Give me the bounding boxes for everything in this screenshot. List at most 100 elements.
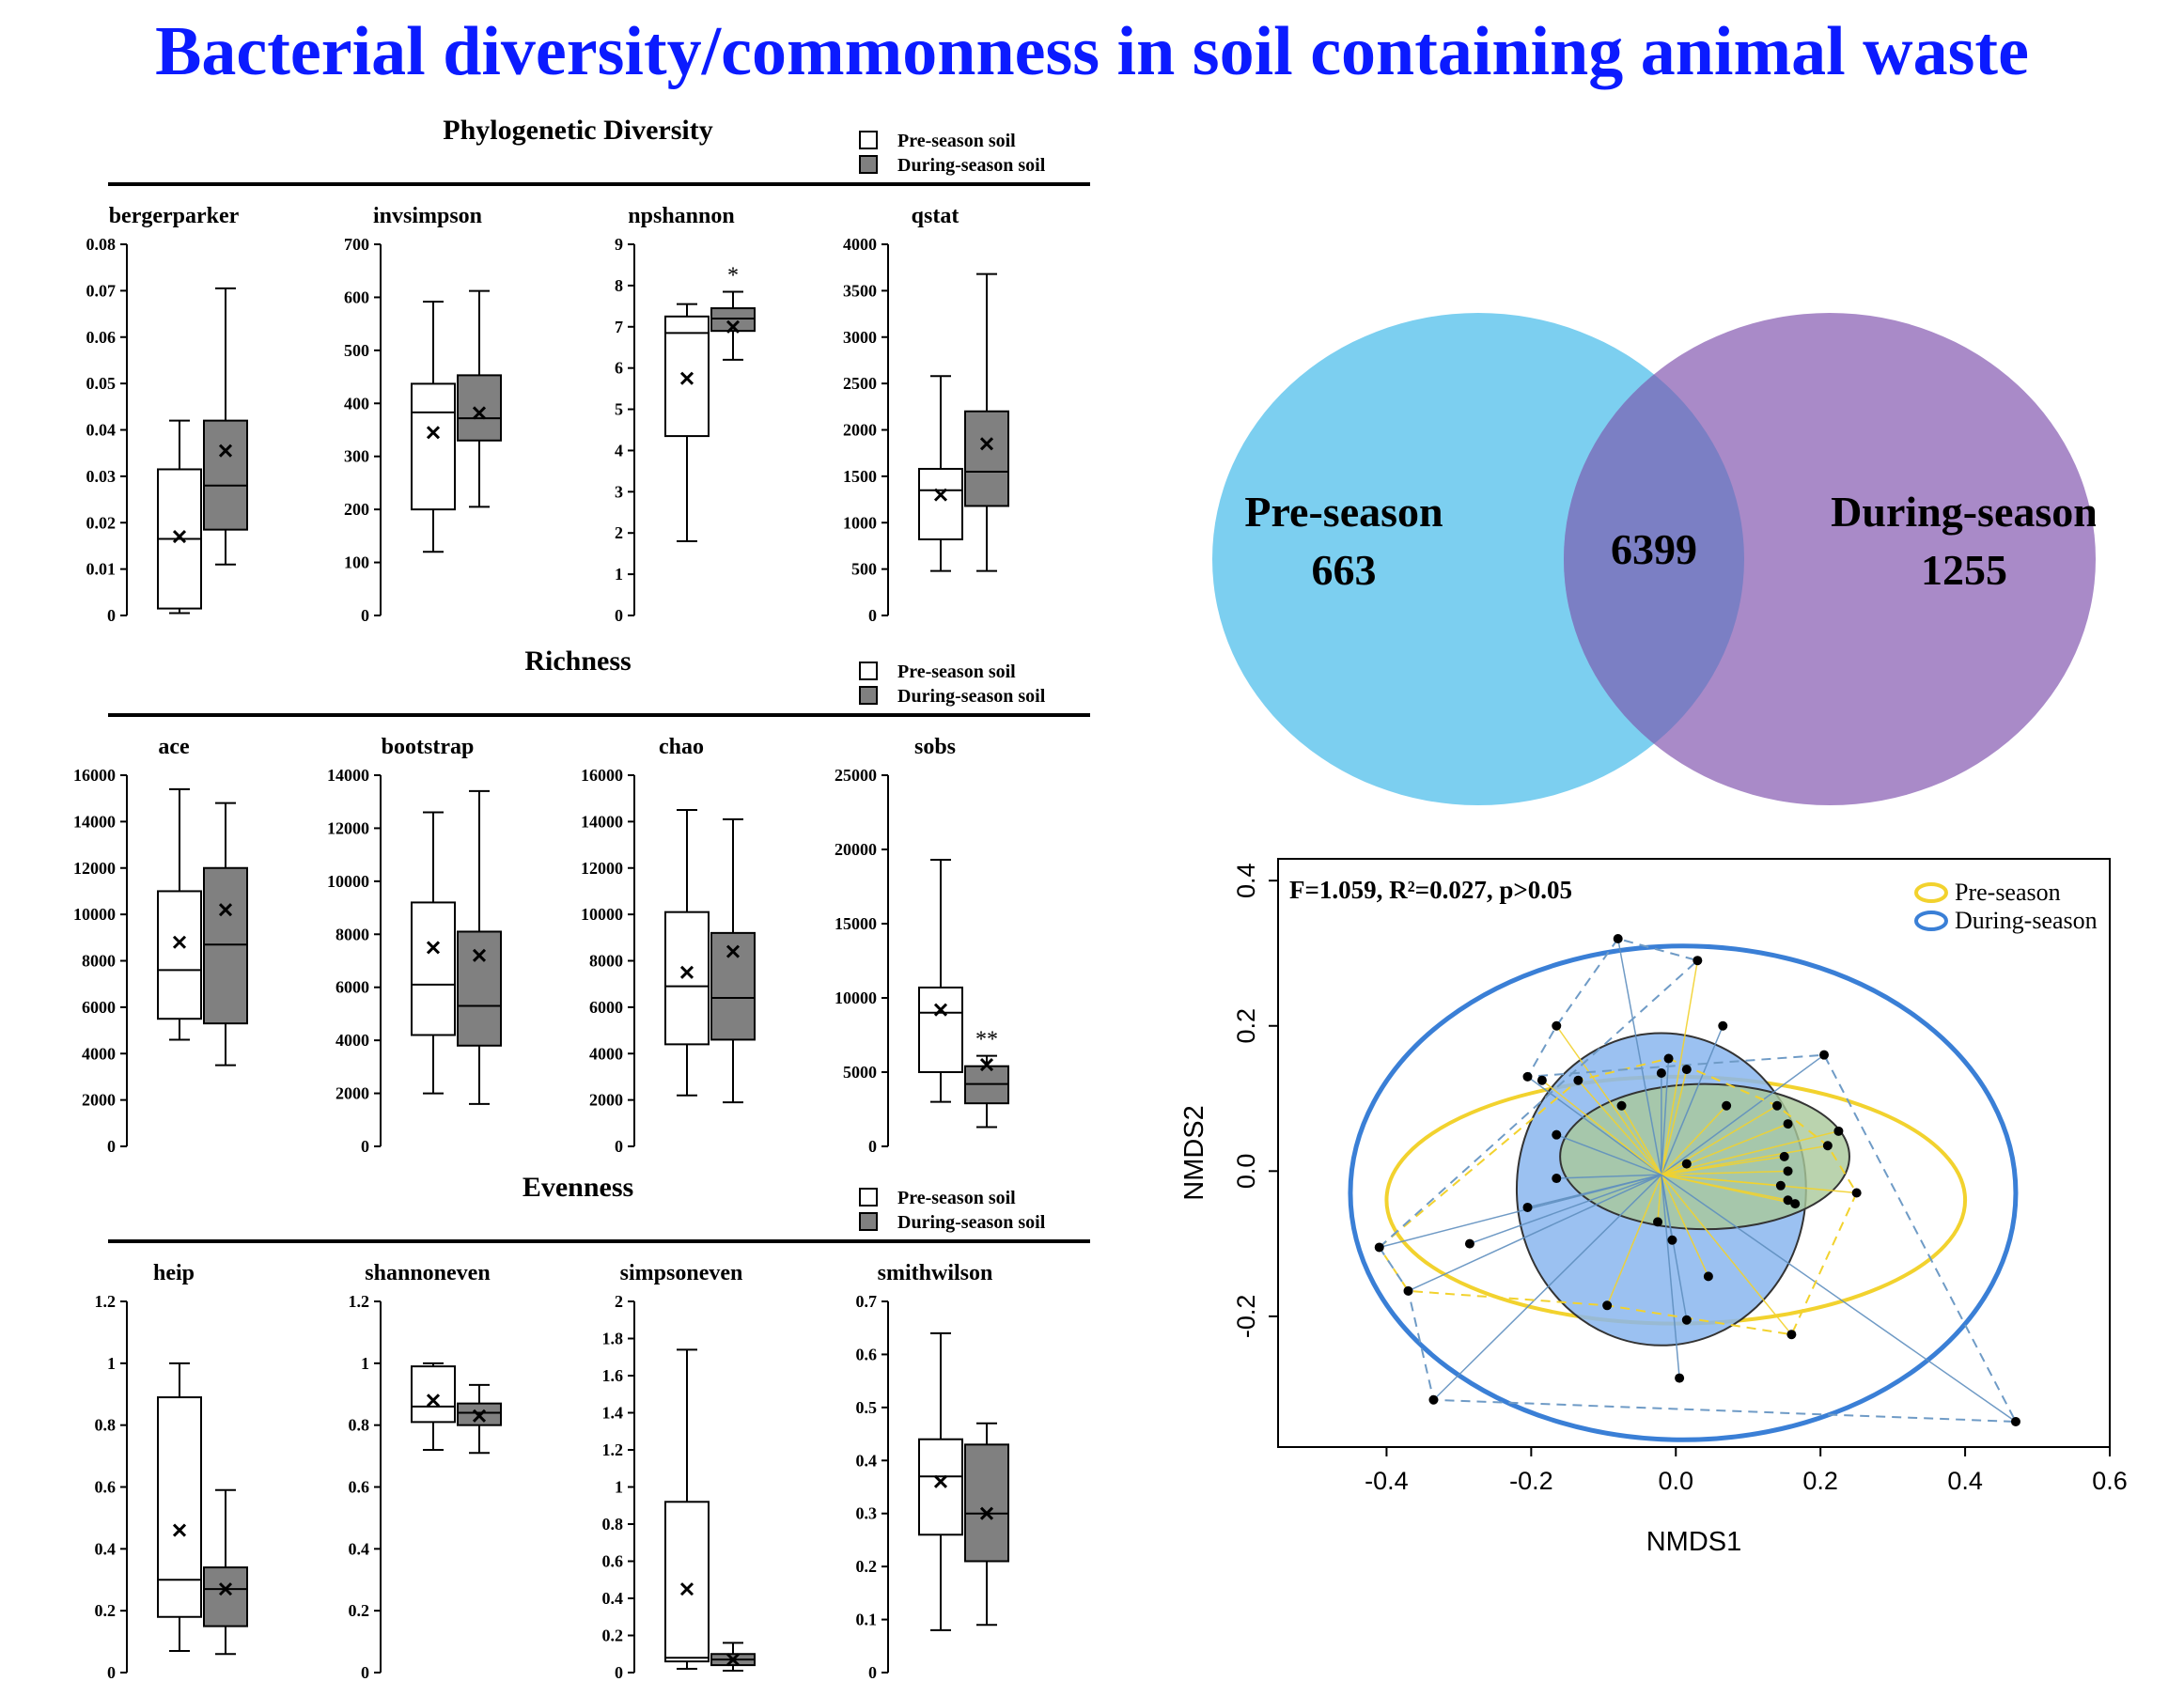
venn-right-label: During-season	[1831, 488, 2096, 536]
box-iqr	[918, 986, 963, 1073]
sample-point	[1783, 1166, 1793, 1176]
y-tick-label: 0.2	[349, 1601, 370, 1620]
y-tick-label: 0.6	[602, 1552, 624, 1571]
mean-marker	[426, 941, 441, 955]
box-iqr	[918, 467, 963, 541]
y-tick-label: 4000	[843, 235, 877, 254]
venn-overlap	[1564, 313, 1744, 805]
sample-point	[1663, 1053, 1674, 1064]
y-tick-label: 1.2	[349, 1292, 370, 1311]
y-tick-label: 0	[615, 1663, 623, 1682]
x-tick-label: 0.6	[2092, 1467, 2128, 1495]
sample-point	[1552, 1174, 1562, 1184]
y-tick-label: 14000	[581, 812, 623, 831]
sample-point	[1681, 1065, 1692, 1075]
panel-invsimpson: invsimpson 0 100 200 300 400 500 600 700	[344, 204, 502, 625]
y-tick-label: 0	[361, 1137, 369, 1156]
sample-point	[1428, 1394, 1439, 1405]
y-tick-label: 500	[344, 341, 369, 360]
legend-label: Pre-season soil	[897, 1188, 1016, 1208]
spider-line	[1661, 1174, 1796, 1205]
panel-title: simpsoneven	[620, 1261, 743, 1285]
y-tick-label: 2000	[335, 1084, 369, 1103]
box-pre-season	[411, 811, 456, 1095]
y-tick-label: 8000	[82, 952, 116, 971]
spider-line	[1661, 1156, 1785, 1175]
legend-swatch-during	[859, 155, 878, 174]
y-tick-label: 300	[344, 447, 369, 466]
box-during-season	[710, 817, 756, 1104]
box-pre-season	[918, 859, 963, 1103]
mean-marker	[172, 1523, 187, 1537]
y-tick-label: 200	[344, 500, 369, 519]
y-tick-label: 0.4	[95, 1539, 117, 1558]
mean-marker	[472, 948, 487, 962]
y-tick-label: 10000	[835, 989, 877, 1007]
sample-point	[1602, 1300, 1613, 1311]
mean-marker	[979, 1506, 994, 1520]
box-iqr	[664, 1501, 710, 1663]
nmds-plot: -0.4 -0.2 0.0 0.2 0.4 0.6 -0.2 0.0 0.2 0.4 NMDS1 NM…	[1179, 858, 2128, 1557]
y-tick-label: 1.6	[602, 1366, 624, 1385]
box-iqr	[411, 1365, 456, 1424]
panel-title: shannoneven	[365, 1261, 490, 1285]
panel-title: ace	[158, 735, 190, 759]
mean-marker	[725, 944, 741, 958]
y-tick-label: 0.02	[86, 513, 117, 532]
spider-line	[1469, 1174, 1662, 1245]
y-tick-label: 1	[107, 1354, 116, 1373]
y-tick-label: 0.8	[349, 1416, 370, 1435]
venn-overlap-value: 6399	[1611, 525, 1697, 573]
sample-point	[1775, 1180, 1786, 1191]
box-during-season	[457, 789, 502, 1105]
box-pre-season	[411, 300, 456, 553]
y-tick-label: 4000	[82, 1044, 116, 1063]
boxplot-groups: Phylogenetic Diversity Pre-season soil Dur…	[73, 115, 1090, 1682]
box-iqr	[203, 419, 248, 531]
y-tick-label: 0	[615, 606, 623, 625]
y-tick-label: 700	[344, 235, 369, 254]
panel-sobs: sobs 0 5000 10000 15000 20000 25000 **	[835, 735, 1009, 1156]
box-iqr	[964, 1443, 1009, 1563]
sample-point	[1833, 1126, 1844, 1136]
venn-right-value: 1255	[1921, 546, 2007, 594]
y-tick-label: 14000	[327, 766, 369, 785]
plot-area	[1348, 934, 2020, 1442]
panel-title: smithwilson	[878, 1261, 993, 1285]
y-tick-label: 0.8	[95, 1416, 117, 1435]
box-during-season	[964, 1422, 1009, 1627]
y-tick-label: 2	[615, 523, 623, 542]
box-iqr	[964, 410, 1009, 507]
group-title: Evenness	[523, 1172, 633, 1203]
sample-point	[1790, 1199, 1801, 1209]
y-tick-label: 16000	[581, 766, 623, 785]
y-tick-label: 0.05	[86, 374, 117, 393]
y-tick-label: 0	[868, 1137, 877, 1156]
y-tick-label: 3500	[843, 281, 877, 300]
y-tick-label: -0.2	[1232, 1295, 1260, 1339]
y-tick-label: 100	[344, 553, 369, 572]
x-axis-label: NMDS1	[1646, 1527, 1742, 1557]
sample-point	[1786, 1330, 1797, 1340]
mean-marker	[218, 903, 233, 917]
y-tick-label: 16000	[73, 766, 116, 785]
y-tick-label: 0.8	[602, 1515, 624, 1534]
sample-point	[1522, 1202, 1533, 1212]
y-tick-label: 400	[344, 394, 369, 413]
sample-point	[1851, 1188, 1862, 1198]
y-tick-label: 2000	[82, 1091, 116, 1110]
sample-point	[1656, 1067, 1666, 1078]
y-tick-label: 6000	[82, 998, 116, 1017]
y-tick-label: 1	[361, 1354, 369, 1373]
box-iqr	[664, 315, 710, 438]
box-during-season	[457, 1383, 502, 1455]
spider-line	[1661, 1054, 1825, 1175]
spider-line	[1661, 1174, 1857, 1194]
y-tick-label: 4000	[589, 1044, 623, 1063]
y-tick-label: 0.3	[856, 1504, 878, 1523]
y-tick-label: 0.6	[856, 1345, 878, 1363]
sample-point	[1783, 1195, 1793, 1206]
y-tick-label: 6	[615, 359, 623, 378]
spider-line	[1661, 1130, 1839, 1175]
y-tick-label: 0.6	[349, 1478, 370, 1497]
